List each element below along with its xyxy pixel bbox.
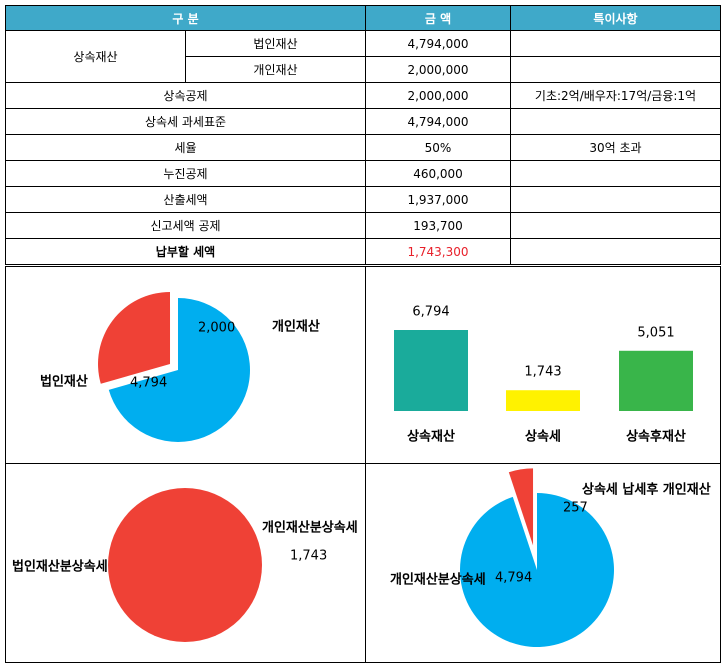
bar: [506, 390, 580, 411]
cell: 상속세 과세표준: [5, 108, 366, 135]
value-label: 257: [563, 501, 588, 516]
cell: 193,700: [365, 212, 511, 239]
value-label: 5,051: [637, 325, 674, 340]
header: 구 분: [5, 5, 366, 31]
cell: 세율: [5, 134, 366, 161]
category-label: 법인재산분상속세: [12, 559, 108, 575]
cell: 납부할 세액: [5, 238, 366, 265]
category-label: 개인재산: [272, 319, 320, 335]
bar: [394, 330, 468, 411]
cell: 개인재산: [185, 56, 366, 83]
pie-slice: [460, 493, 615, 647]
pie-slice: [508, 468, 534, 546]
category-label: 상속세 납세후 개인재산: [582, 482, 711, 498]
cell: 50%: [365, 134, 511, 161]
panel: [365, 463, 721, 663]
cell: 상속재산: [5, 30, 186, 83]
cell: 4,794,000: [365, 30, 511, 57]
cell: 460,000: [365, 160, 511, 187]
cell: 법인재산: [185, 30, 366, 57]
cell: 1,743,300: [365, 238, 511, 265]
value-label: 1,743: [524, 365, 561, 380]
category-label: 상속후재산: [626, 429, 686, 445]
pie-slice: [108, 488, 262, 642]
category-label: 법인재산: [40, 374, 88, 390]
value-label: 4,794: [130, 376, 167, 391]
pie-slice: [98, 291, 171, 384]
cell: 기초:2억/배우자:17억/금융:1억: [510, 82, 721, 109]
category-label: 개인재산분상속세: [262, 520, 358, 536]
category-label: 상속세: [525, 430, 561, 445]
value-label: 4,794: [495, 571, 532, 586]
value-label: 2,000: [198, 321, 235, 336]
cell: 상속공제: [5, 82, 366, 109]
value-label: 6,794: [412, 305, 449, 320]
category-label: 개인재산분상속세: [390, 572, 486, 588]
cell: 산출세액: [5, 186, 366, 213]
cell: 누진공제: [5, 160, 366, 187]
cell: 30억 초과: [510, 134, 721, 161]
value-label: 1,743: [290, 549, 327, 564]
category-label: 상속재산: [407, 429, 455, 445]
pie-slice: [108, 298, 251, 442]
bar: [619, 350, 693, 411]
